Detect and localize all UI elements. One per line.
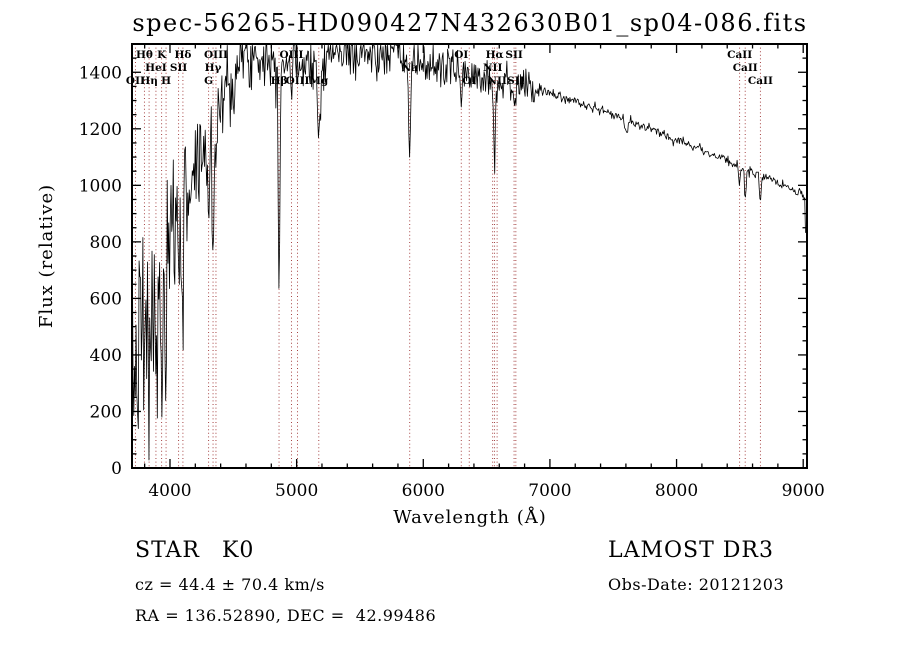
y-tick-label: 600	[90, 289, 122, 309]
x-tick-label: 4000	[148, 481, 191, 501]
survey-release: LAMOST DR3	[608, 538, 774, 563]
coordinates: RA = 136.52890, DEC = 42.99486	[135, 606, 436, 625]
marker-label: OI	[462, 75, 476, 87]
marker-label: Hθ	[136, 49, 153, 61]
object-class: STAR	[135, 538, 200, 563]
marker-label: G	[204, 75, 213, 87]
marker-label: OIII	[286, 75, 310, 87]
marker-label: Hδ	[174, 49, 191, 61]
cz-value: cz = 44.4 ± 70.4 km/s	[135, 575, 325, 594]
marker-label: SII	[505, 49, 522, 61]
marker-label: OIII	[204, 49, 228, 61]
x-tick-label: 6000	[402, 481, 445, 501]
tick-labels: 4000 5000 6000 7000 8000 9000 0 200 400 600 800 100…	[79, 63, 825, 501]
x-axis-title: Wavelength (Å)	[393, 506, 547, 528]
marker-label: CaII	[748, 75, 773, 87]
marker-label: Hγ	[205, 62, 222, 74]
axes-box	[131, 43, 808, 469]
marker-label: Hα	[486, 49, 504, 61]
marker-label: Na	[402, 62, 419, 74]
marker-label: K	[157, 49, 167, 61]
marker-label: HeI	[145, 62, 167, 74]
plot-title: spec-56265-HD090427N432630B01_sp04-086.f…	[132, 9, 807, 37]
y-tick-label: 0	[111, 459, 122, 479]
marker-label: CaII	[733, 62, 758, 74]
y-tick-label: 1200	[79, 120, 122, 140]
y-axis-title: Flux (relative)	[36, 184, 57, 328]
y-tick-label: 1000	[79, 176, 122, 196]
y-tick-label: 800	[90, 233, 122, 253]
y-tick-label: 1400	[79, 63, 122, 83]
marker-label: SII	[170, 62, 187, 74]
x-tick-label: 5000	[275, 481, 318, 501]
x-tick-label: 7000	[528, 481, 571, 501]
marker-label: Mg	[309, 75, 329, 87]
obs-date: Obs-Date: 20121203	[608, 575, 784, 594]
spectral-line-markers	[134, 44, 761, 468]
x-tick-label: 9000	[782, 481, 825, 501]
marker-label: H	[161, 75, 171, 87]
marker-label: SII	[507, 75, 524, 87]
marker-label: CaII	[727, 49, 752, 61]
x-tick-label: 8000	[655, 481, 698, 501]
y-tick-label: 200	[90, 402, 122, 422]
marker-label: Hβ	[271, 75, 288, 87]
marker-label: NII	[487, 75, 507, 87]
spectrum-line	[131, 44, 806, 461]
marker-label: OII	[126, 75, 145, 87]
marker-label: NII	[483, 62, 503, 74]
y-tick-label: 400	[90, 346, 122, 366]
marker-label: OIII	[279, 49, 303, 61]
object-subclass: K0	[222, 538, 254, 563]
marker-label: OI	[454, 49, 468, 61]
spectrum-trace	[131, 44, 806, 461]
marker-label: Hη	[140, 75, 158, 87]
